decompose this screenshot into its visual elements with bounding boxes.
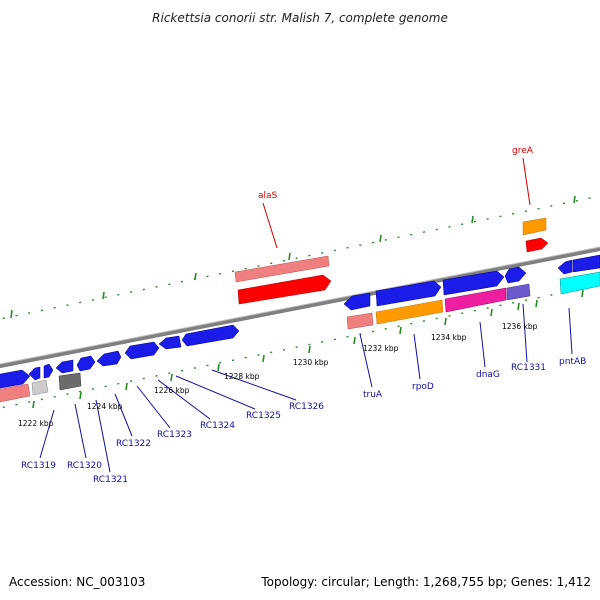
- tick-label-1234: 1234 kbp: [431, 333, 467, 342]
- genome-backbone: [0, 247, 600, 369]
- cds-arrows-left: [0, 324, 240, 389]
- gene-label-RC1319: RC1319: [21, 461, 56, 471]
- gene-label-RC1320: RC1320: [67, 461, 102, 471]
- feature-greA-gene: [522, 217, 547, 236]
- gene-label-RC1323: RC1323: [157, 430, 192, 440]
- gene-label-RC1324: RC1324: [200, 421, 235, 431]
- cds-arrows-right: [343, 254, 600, 311]
- upper-tick-ruler: [0, 195, 600, 320]
- map-title: Rickettsia conorii str. Malish 7, comple…: [152, 11, 448, 25]
- tick-label-1230: 1230 kbp: [293, 358, 329, 367]
- gene-label-truA: truA: [363, 390, 383, 400]
- tick-label-1226: 1226 kbp: [154, 386, 190, 395]
- feature-alaS-gene: [234, 255, 330, 283]
- tick-label-1232: 1232 kbp: [363, 344, 399, 353]
- gene-label-greA: greA: [512, 146, 534, 156]
- upper-major-ticks: [10, 195, 576, 319]
- lower-major-ticks: [32, 289, 584, 409]
- gene-label-RC1331: RC1331: [511, 363, 546, 373]
- gene-label-alaS: alaS: [258, 191, 278, 201]
- gene-label-RC1322: RC1322: [116, 439, 151, 449]
- top-label-connectors: [262, 157, 531, 249]
- gene-label-pntAB: pntAB: [559, 357, 586, 367]
- gene-label-RC1321: RC1321: [93, 475, 128, 485]
- feature-alaS-cds: [237, 274, 332, 305]
- bottom-label-connectors: [39, 303, 573, 473]
- gene-label-dnaG: dnaG: [476, 370, 500, 380]
- lane-right-genes: [346, 271, 600, 330]
- lane-left-genes: [0, 372, 82, 403]
- gene-label-rpoD: rpoD: [412, 382, 434, 392]
- gene-label-RC1326: RC1326: [289, 402, 324, 412]
- feature-greA-cds: [525, 237, 549, 253]
- tick-label-1222: 1222 kbp: [18, 419, 54, 428]
- tick-label-1224: 1224 kbp: [87, 402, 123, 411]
- gene-label-RC1325: RC1325: [246, 411, 281, 421]
- accession-text: Accession: NC_003103: [9, 575, 145, 589]
- tick-label-1228: 1228 kbp: [224, 372, 260, 381]
- genome-summary-text: Topology: circular; Length: 1,268,755 bp…: [260, 575, 591, 589]
- tick-label-1236: 1236 kbp: [502, 322, 538, 331]
